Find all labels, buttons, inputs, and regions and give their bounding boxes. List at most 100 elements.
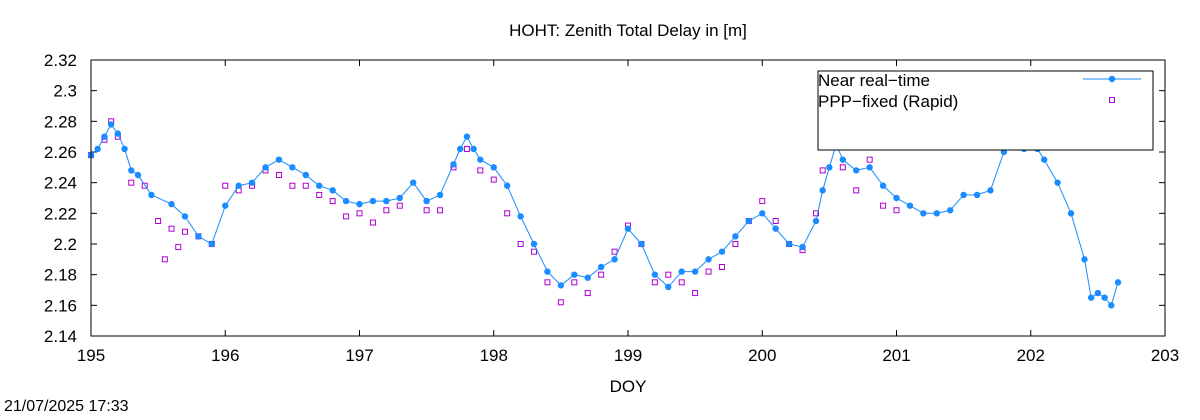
nrt-point [785,240,793,248]
nrt-point [342,197,350,205]
ppp-point [504,210,511,217]
y-tick-label: 2.32 [44,51,77,70]
nrt-point [94,145,101,153]
x-tick-label: 202 [1017,346,1045,365]
nrt-point [651,271,659,278]
ppp-point [329,198,336,205]
nrt-point [1040,156,1048,163]
nrt-point [356,200,363,208]
x-axis-label: DOY [610,377,647,396]
ppp-point [531,248,538,255]
nrt-point [148,191,155,199]
ppp-point [812,210,819,217]
axis-ticks: 195 196 197 198 199 200 201 202 203 2.14 2.16 2.18 2… [44,51,1179,365]
y-tick-label: 2.14 [44,327,77,346]
nrt-point [490,164,497,171]
nrt-point [853,167,860,174]
ppp-point [692,290,699,297]
nrt-point [839,156,846,163]
legend-box [817,70,1154,151]
ppp-point [181,228,188,235]
nrt-point [208,240,216,248]
ppp-point [571,279,578,286]
legend-label-ppp: PPP−fixed (Rapid) [818,92,958,111]
nrt-point [678,268,685,275]
series-ppp-fixed [88,118,900,306]
ppp-point [161,256,168,263]
nrt-point [477,156,484,163]
ppp-point [396,202,403,209]
nrt-point [1081,256,1088,263]
nrt-point [396,194,403,202]
x-tick-label: 195 [77,346,105,365]
nrt-point [168,200,175,208]
nrt-point [436,191,444,199]
chart-title: HOHT: Zenith Total Delay in [m] [509,21,747,40]
nrt-point [470,145,477,153]
ppp-point [369,219,376,226]
nrt-point [329,187,336,194]
legend-label-nrt: Near real−time [818,71,930,90]
ppp-point [772,218,779,224]
nrt-point [960,191,967,199]
ppp-point [289,182,296,189]
y-tick-label: 2.26 [44,143,77,162]
nrt-point [819,187,826,194]
ppp-point [128,179,135,186]
x-tick-label: 197 [345,346,373,365]
nrt-point [248,179,256,186]
nrt-point [732,233,739,240]
nrt-point [812,217,820,225]
ppp-point [222,182,229,189]
nrt-point [450,161,457,168]
ppp-point [759,198,766,205]
ppp-point [611,248,618,255]
footer-timestamp: 21/07/2025 17:33 [4,398,129,415]
nrt-point [611,256,618,263]
nrt-point [128,167,135,174]
ppp-point [732,241,739,247]
ppp-point [557,299,564,306]
nrt-point [1087,294,1095,301]
nrt-point [222,202,229,209]
nrt-point [691,268,699,275]
nrt-point [624,225,632,232]
nrt-point [665,283,672,291]
ppp-point [463,145,470,152]
ppp-point [141,182,148,189]
nrt-point [906,202,914,209]
nrt-point [947,207,954,214]
ppp-point [718,264,725,270]
nrt-point [410,179,417,186]
nrt-point [745,217,753,225]
legend: Near real−time PPP−fixed (Rapid) [817,70,1154,151]
nrt-point [893,194,900,202]
ppp-point [437,207,444,214]
nrt-point [1108,302,1115,309]
nrt-point [423,197,430,205]
nrt-point [772,225,779,232]
ppp-point [343,213,350,220]
nrt-point [517,213,524,220]
nrt-point [289,164,296,171]
nrt-point [584,274,591,281]
ppp-point [544,279,551,286]
nrt-point [1114,279,1122,286]
nrt-point [933,210,940,217]
ppp-point [356,210,363,217]
nrt-point [759,210,766,217]
x-tick-label: 200 [748,346,776,365]
nrt-point [920,210,927,217]
nrt-point [557,282,565,289]
nrt-point [973,191,981,199]
ppp-point [866,156,873,163]
ppp-point [168,225,175,232]
nrt-point [235,182,242,189]
nrt-point [101,133,108,140]
nrt-point [866,164,873,171]
nrt-point [369,197,377,205]
ppp-point [853,187,860,194]
ppp-point [517,241,524,247]
nrt-point [383,197,390,205]
